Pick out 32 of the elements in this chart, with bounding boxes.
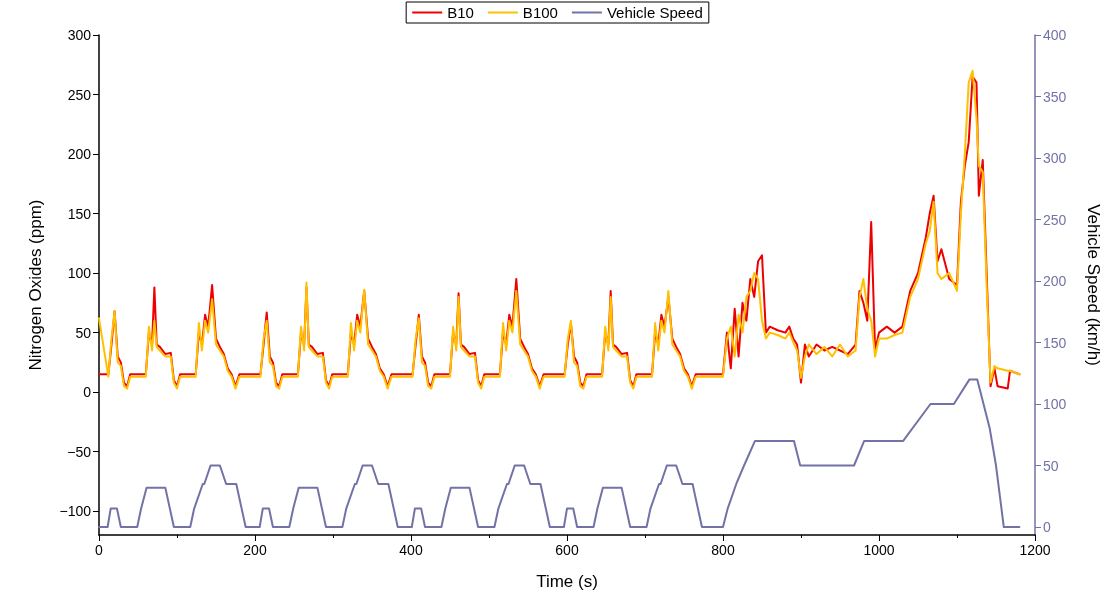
y-tick-label: 150 — [67, 205, 92, 222]
y-tick-label: 50 — [75, 324, 92, 341]
legend-label: B10 — [447, 4, 474, 21]
legend-label: Vehicle Speed — [606, 4, 703, 21]
x-tick-label: 200 — [243, 542, 267, 558]
x-tick-label: 600 — [555, 542, 579, 558]
y-tick-label: −50 — [67, 443, 92, 460]
y2-axis-title: Vehicle Speed (km/h) — [1084, 204, 1103, 366]
x-tick-label: 1000 — [863, 542, 895, 558]
x-tick-label: 400 — [399, 542, 423, 558]
x-tick-label: 1200 — [1019, 542, 1051, 558]
y-tick-label: 0 — [83, 384, 92, 401]
y2-tick-label: 100 — [1043, 396, 1067, 412]
x-tick-label: 0 — [95, 542, 104, 558]
y-tick-label: 100 — [67, 265, 92, 282]
y2-tick-label: 250 — [1043, 211, 1067, 228]
x-axis-title: Time (s) — [536, 572, 598, 591]
y2-tick-label: 200 — [1043, 273, 1067, 289]
y2-tick-label: 0 — [1043, 519, 1051, 535]
y-axis-title: Nitrogen Oxides (ppm) — [26, 199, 45, 371]
y-tick-label: 250 — [67, 86, 92, 103]
legend-label: B100 — [522, 4, 558, 21]
y2-tick-label: 300 — [1043, 150, 1067, 166]
y2-tick-label: 150 — [1043, 334, 1067, 351]
y-tick-label: −100 — [59, 503, 92, 520]
y2-tick-label: 350 — [1043, 88, 1067, 105]
y2-tick-label: 400 — [1043, 27, 1067, 43]
line-series — [98, 378, 1021, 528]
y-tick-label: 200 — [67, 146, 92, 163]
y2-tick-label: 50 — [1043, 457, 1059, 474]
y-tick-label: 300 — [67, 27, 92, 43]
x-tick-label: 800 — [711, 542, 735, 558]
